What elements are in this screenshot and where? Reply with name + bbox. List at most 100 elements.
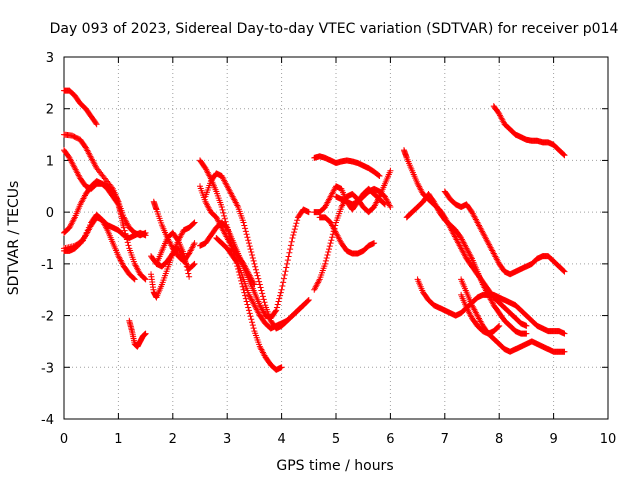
data-point bbox=[219, 206, 226, 213]
x-tick-label: 9 bbox=[549, 432, 557, 447]
series-arc14 bbox=[197, 206, 312, 322]
data-point bbox=[142, 232, 149, 239]
data-point bbox=[274, 301, 281, 308]
data-point bbox=[561, 268, 568, 275]
data-point bbox=[258, 287, 265, 294]
data-point bbox=[275, 298, 282, 305]
data-point bbox=[260, 296, 267, 303]
series-arc4 bbox=[61, 178, 149, 283]
data-point bbox=[277, 289, 284, 296]
data-point bbox=[257, 284, 264, 291]
data-point bbox=[142, 276, 149, 283]
data-point bbox=[273, 304, 280, 311]
data-point bbox=[252, 263, 259, 270]
data-point bbox=[387, 203, 394, 210]
data-point bbox=[247, 246, 254, 253]
data-point bbox=[244, 234, 251, 241]
data-point bbox=[245, 304, 252, 311]
series-arc25 bbox=[414, 276, 568, 337]
data-series bbox=[61, 87, 568, 373]
data-point bbox=[261, 299, 268, 306]
data-point bbox=[80, 237, 87, 244]
data-point bbox=[305, 297, 312, 304]
data-point bbox=[387, 167, 394, 174]
data-point bbox=[561, 348, 568, 355]
data-point bbox=[245, 237, 252, 244]
data-point bbox=[284, 257, 291, 264]
data-point bbox=[561, 152, 568, 159]
series-arc6 bbox=[61, 211, 149, 252]
data-point bbox=[375, 195, 382, 202]
data-point bbox=[242, 292, 249, 299]
data-point bbox=[240, 219, 247, 226]
data-point bbox=[280, 279, 287, 286]
y-tick-label: -3 bbox=[41, 361, 54, 376]
data-point bbox=[256, 281, 263, 288]
y-tick-label: 1 bbox=[46, 154, 54, 169]
data-point bbox=[249, 254, 256, 261]
series-arc7 bbox=[126, 317, 149, 350]
data-point bbox=[305, 297, 312, 304]
data-point bbox=[523, 330, 530, 337]
data-point bbox=[251, 281, 258, 288]
data-point bbox=[71, 215, 78, 222]
data-point bbox=[326, 246, 333, 253]
x-tick-label: 5 bbox=[332, 432, 340, 447]
series-arc27 bbox=[490, 103, 568, 159]
data-point bbox=[294, 217, 301, 224]
data-point bbox=[327, 240, 334, 247]
data-point bbox=[248, 249, 255, 256]
data-point bbox=[247, 313, 254, 320]
data-point bbox=[84, 227, 91, 234]
data-point bbox=[286, 249, 293, 256]
data-point bbox=[285, 253, 292, 260]
data-point bbox=[253, 269, 260, 276]
y-tick-label: 2 bbox=[46, 103, 54, 118]
x-axis: 0 1 2 3 4 5 6 7 8 9 10 bbox=[60, 57, 616, 447]
data-point bbox=[131, 276, 138, 283]
data-point bbox=[324, 251, 331, 258]
data-point bbox=[221, 212, 228, 219]
data-point bbox=[276, 295, 283, 302]
data-point bbox=[325, 249, 332, 256]
y-axis: -4 -3 -2 -1 0 1 2 3 bbox=[41, 51, 608, 428]
data-point bbox=[375, 172, 382, 179]
series-arc24 bbox=[441, 188, 568, 278]
data-point bbox=[124, 239, 131, 246]
data-point bbox=[495, 323, 502, 330]
data-point bbox=[190, 261, 197, 268]
data-point bbox=[288, 238, 295, 245]
data-point bbox=[182, 257, 189, 264]
x-tick-label: 10 bbox=[600, 432, 617, 447]
x-tick-label: 0 bbox=[60, 432, 68, 447]
data-point bbox=[315, 277, 322, 284]
data-point bbox=[323, 254, 330, 261]
data-point bbox=[299, 302, 306, 309]
data-point bbox=[560, 151, 567, 158]
data-point bbox=[284, 260, 291, 267]
data-point bbox=[120, 224, 127, 231]
data-point bbox=[78, 238, 85, 245]
data-point bbox=[241, 222, 248, 229]
data-point bbox=[249, 319, 256, 326]
y-tick-label: -4 bbox=[41, 413, 54, 428]
data-point bbox=[249, 251, 256, 258]
data-point bbox=[183, 263, 190, 270]
series-arc21 bbox=[333, 185, 394, 210]
data-point bbox=[85, 224, 92, 231]
data-point bbox=[289, 235, 296, 241]
data-point bbox=[220, 209, 227, 216]
series-arc23 bbox=[403, 191, 530, 337]
data-point bbox=[287, 242, 294, 249]
data-point bbox=[386, 202, 393, 209]
data-point bbox=[191, 219, 198, 226]
y-tick-label: 0 bbox=[46, 206, 54, 221]
data-point bbox=[218, 203, 225, 210]
data-point bbox=[468, 254, 475, 261]
x-tick-label: 1 bbox=[114, 432, 122, 447]
data-point bbox=[278, 286, 285, 293]
data-point bbox=[142, 330, 149, 337]
data-point bbox=[242, 225, 249, 232]
data-point bbox=[254, 272, 261, 279]
